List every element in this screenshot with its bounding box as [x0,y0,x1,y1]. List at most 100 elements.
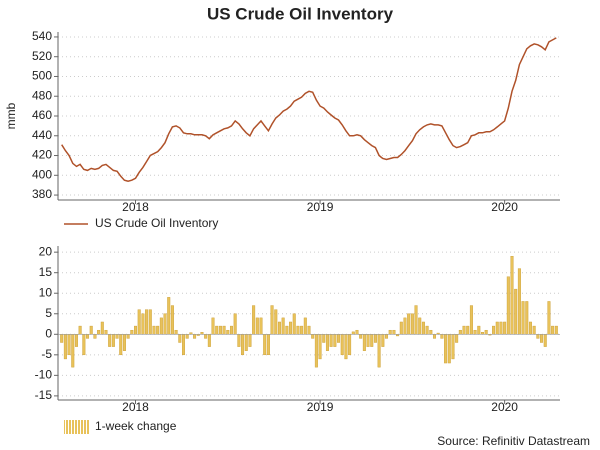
bar [277,321,281,335]
y-tick-label: -5 [41,347,52,361]
bar [303,317,307,335]
y-tick-label: 500 [32,69,52,83]
bar [458,329,462,335]
bar [141,313,145,335]
bar [152,325,156,335]
bar [429,329,433,335]
bar [418,317,422,335]
bar [444,334,448,364]
bar [259,317,263,335]
y-tick-label: 400 [32,167,52,181]
bar [170,305,174,335]
bar [130,329,134,335]
bar [204,334,208,339]
bar [543,334,547,347]
bar [307,325,311,335]
bar [506,276,510,335]
bar [510,256,514,335]
bar [248,334,252,347]
bar [167,297,171,335]
bar [528,321,532,335]
bar [89,325,93,335]
bar [503,321,507,335]
y-tick-label: 520 [32,49,52,63]
y-tick-label: 15 [39,265,53,279]
bar [78,325,82,335]
bar [111,334,115,347]
bar [74,334,78,347]
bar [244,334,248,351]
bar [536,334,540,339]
bar [252,305,256,335]
bar [156,325,160,335]
bar [440,334,444,339]
bar [477,325,481,335]
bar [211,317,215,335]
bar [551,325,555,335]
bar [104,329,108,335]
bar [266,334,270,356]
bar [514,288,518,335]
bar [300,325,304,335]
bar [318,334,322,360]
bar [97,329,101,335]
bar [292,313,296,335]
legend-label: 1-week change [95,419,177,433]
bar [447,334,451,364]
bar [207,334,211,347]
bar [521,301,525,335]
bar [373,334,377,343]
y-tick-label: 440 [32,128,52,142]
x-tick-label: 2020 [491,400,518,414]
bar [314,334,318,368]
bar [359,334,363,339]
bar [451,334,455,360]
bar [469,305,473,335]
bar [281,317,285,335]
bar [178,334,182,343]
bar [193,334,197,339]
y-tick-label: 540 [32,29,52,43]
bar [484,329,488,335]
x-tick-label: 2020 [491,200,518,214]
bar [163,313,167,335]
bar [159,317,163,335]
bar [226,329,230,335]
bar [355,329,359,335]
bar [351,331,355,335]
bar [67,334,71,356]
bar [174,329,178,335]
bar [241,334,245,356]
source-note: Source: Refinitiv Datastream [437,434,590,448]
bar [492,325,496,335]
bar [392,329,396,335]
bar [410,313,414,335]
bar [270,305,274,335]
y-tick-label: 20 [39,244,53,258]
bar [108,334,112,347]
bar [122,334,126,351]
bar [137,309,141,335]
bar [540,334,544,343]
bar [126,334,130,339]
bar [289,321,293,335]
chart-title: US Crude Oil Inventory [207,4,394,23]
bar [329,334,333,347]
y-tick-label: -15 [35,388,53,402]
bar [381,334,385,347]
y-tick-label: 5 [45,306,52,320]
bar [148,309,152,335]
bar [218,325,222,335]
bar [407,313,411,335]
bar [274,309,278,335]
bar [337,334,341,343]
bar [425,325,429,335]
y-tick-label: 10 [39,285,53,299]
bar [296,325,300,335]
bar [403,317,407,335]
data-line [61,37,557,182]
bar [333,334,337,347]
bar [86,334,90,339]
bar [145,309,149,335]
legend-label: US Crude Oil Inventory [95,216,218,230]
